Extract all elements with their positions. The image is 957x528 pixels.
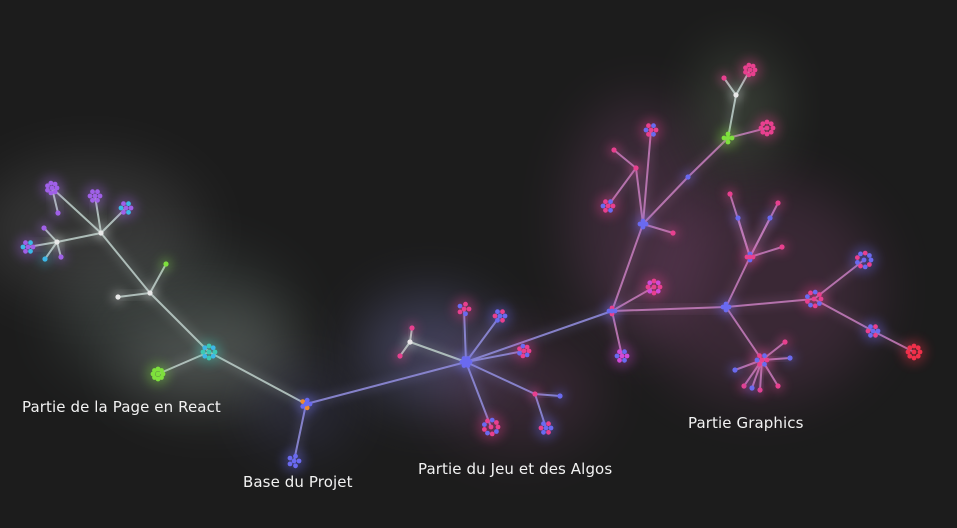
folder-cluster-43[interactable] — [750, 348, 774, 372]
folder-cluster-30[interactable] — [610, 344, 634, 368]
graph-node-44[interactable] — [629, 161, 643, 175]
graph-node-55[interactable] — [728, 363, 742, 377]
folder-cluster-32[interactable] — [800, 285, 828, 313]
graph-node-50[interactable] — [723, 187, 737, 201]
folder-cluster-17[interactable] — [455, 351, 477, 373]
folder-cluster-38[interactable] — [596, 194, 620, 218]
edge-46 — [642, 129, 652, 225]
graph-node-8[interactable] — [159, 257, 173, 271]
folder-cluster-35[interactable] — [901, 339, 927, 365]
graph-node-61[interactable] — [745, 381, 759, 395]
edge-2 — [149, 292, 210, 353]
folder-cluster-34[interactable] — [861, 319, 885, 343]
folder-cluster-29[interactable] — [641, 274, 667, 300]
folder-cluster-22[interactable] — [534, 416, 558, 440]
folder-cluster-16[interactable] — [282, 449, 306, 473]
graph-node-53[interactable] — [763, 211, 777, 225]
graph-node-7[interactable] — [111, 290, 125, 304]
graph-node-14[interactable] — [50, 235, 64, 249]
graph-node-46[interactable] — [681, 170, 695, 184]
folder-cluster-33[interactable] — [850, 246, 878, 274]
graph-node-60[interactable] — [778, 335, 792, 349]
nodes[interactable] — [16, 58, 927, 473]
graph-node-47[interactable] — [666, 226, 680, 240]
folder-cluster-3[interactable] — [83, 184, 107, 208]
folder-cluster-42[interactable] — [740, 247, 760, 267]
graph-node-59[interactable] — [783, 351, 797, 365]
folder-cluster-28[interactable] — [602, 301, 622, 321]
folder-cluster-20[interactable] — [512, 339, 536, 363]
graph-node-54[interactable] — [775, 240, 789, 254]
folder-cluster-31[interactable] — [716, 297, 736, 317]
graph-node-52[interactable] — [731, 211, 745, 225]
graph-node-6[interactable] — [143, 286, 157, 300]
graph-node-51[interactable] — [771, 196, 785, 210]
edge-5 — [100, 232, 151, 294]
label-base: Base du Projet — [243, 473, 353, 491]
folder-cluster-40[interactable] — [754, 115, 780, 141]
folder-cluster-37[interactable] — [639, 118, 663, 142]
edge-16 — [305, 361, 467, 405]
edge-35 — [611, 223, 644, 312]
edge-17 — [465, 310, 613, 363]
graph-node-24[interactable] — [553, 389, 567, 403]
folder-cluster-19[interactable] — [488, 304, 512, 328]
label-react: Partie de la Page en React — [22, 398, 221, 416]
folder-cluster-15[interactable] — [295, 393, 317, 415]
edge-0 — [208, 351, 307, 405]
graph-node-13[interactable] — [51, 206, 65, 220]
graph-node-25[interactable] — [403, 335, 417, 349]
edge-22 — [465, 361, 536, 395]
folder-cluster-41[interactable] — [717, 127, 739, 149]
folder-cluster-5[interactable] — [16, 235, 40, 259]
graph-node-49[interactable] — [717, 71, 731, 85]
edge-9 — [56, 232, 102, 243]
graph-node-9[interactable] — [94, 226, 108, 240]
label-game: Partie du Jeu et des Algos — [418, 460, 613, 478]
graph-node-48[interactable] — [729, 88, 743, 102]
edge-29 — [725, 298, 815, 308]
graph-node-27[interactable] — [405, 321, 419, 335]
graph-node-12[interactable] — [38, 252, 52, 266]
graph-node-26[interactable] — [393, 349, 407, 363]
folder-cluster-2[interactable] — [40, 176, 64, 200]
edge-28 — [611, 306, 727, 312]
folder-cluster-39[interactable] — [738, 58, 762, 82]
graph-node-10[interactable] — [37, 221, 51, 235]
folder-cluster-18[interactable] — [452, 297, 476, 321]
graph-node-45[interactable] — [607, 143, 621, 157]
folder-cluster-0[interactable] — [196, 339, 222, 365]
folder-cluster-21[interactable] — [477, 413, 505, 441]
folder-cluster-4[interactable] — [114, 196, 138, 220]
folder-cluster-36[interactable] — [633, 214, 653, 234]
folder-cluster-1[interactable] — [146, 362, 170, 386]
graph-node-23[interactable] — [528, 387, 542, 401]
graph-node-11[interactable] — [54, 250, 68, 264]
edge-39 — [642, 176, 689, 225]
label-graphics: Partie Graphics — [688, 414, 804, 432]
graph-node-58[interactable] — [771, 379, 785, 393]
